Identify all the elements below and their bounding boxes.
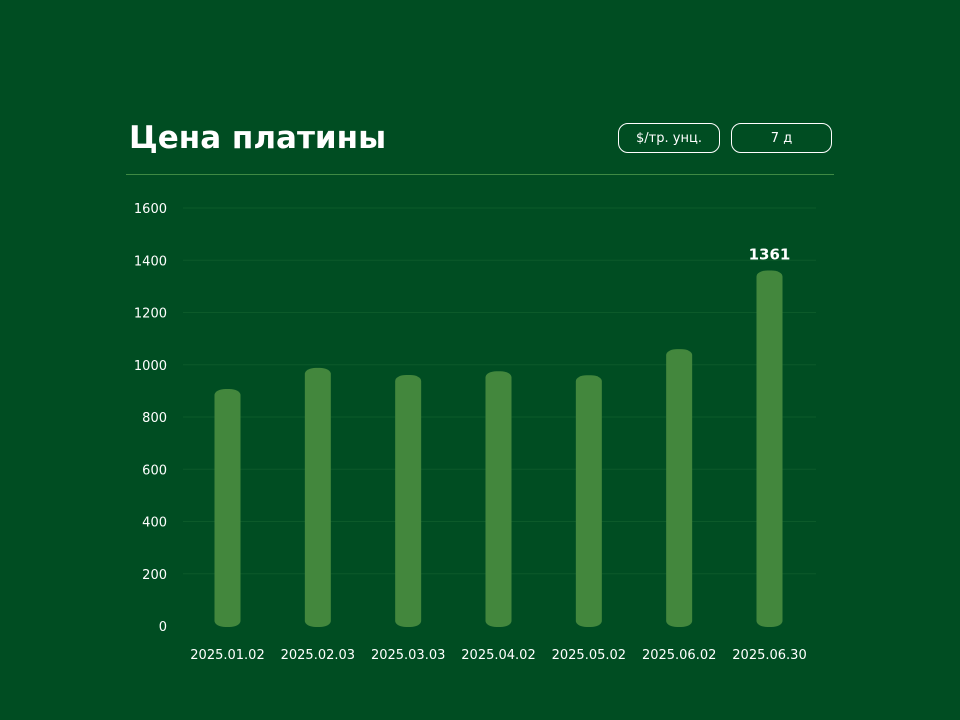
x-tick-label: 2025.05.02 (552, 648, 626, 663)
bar (214, 389, 241, 627)
bar (395, 374, 422, 627)
y-tick-label: 200 (142, 568, 167, 583)
x-tick-label: 2025.01.02 (190, 648, 264, 663)
x-tick-label: 2025.04.02 (461, 648, 535, 663)
bar (575, 375, 602, 627)
y-tick-label: 1600 (134, 202, 167, 217)
x-tick-label: 2025.06.30 (732, 648, 806, 663)
x-tick-label: 2025.03.03 (371, 648, 445, 663)
header-divider (126, 174, 834, 175)
bar (756, 270, 783, 627)
chart-title: Цена платины (129, 120, 387, 156)
y-tick-label: 1400 (134, 254, 167, 269)
y-tick-label: 1200 (134, 307, 167, 322)
bar (666, 349, 693, 627)
y-tick-label: 800 (142, 411, 167, 426)
y-tick-label: 600 (142, 463, 167, 478)
range-toggle-button[interactable]: 7 д (731, 123, 832, 153)
unit-toggle-button[interactable]: $/тр. унц. (618, 123, 720, 153)
y-tick-label: 0 (159, 620, 167, 635)
data-label: 1361 (749, 245, 791, 263)
bar (304, 367, 331, 627)
bar (485, 371, 512, 627)
y-tick-label: 1000 (134, 359, 167, 374)
x-tick-label: 2025.06.02 (642, 648, 716, 663)
y-tick-label: 400 (142, 516, 167, 531)
x-tick-label: 2025.02.03 (281, 648, 355, 663)
